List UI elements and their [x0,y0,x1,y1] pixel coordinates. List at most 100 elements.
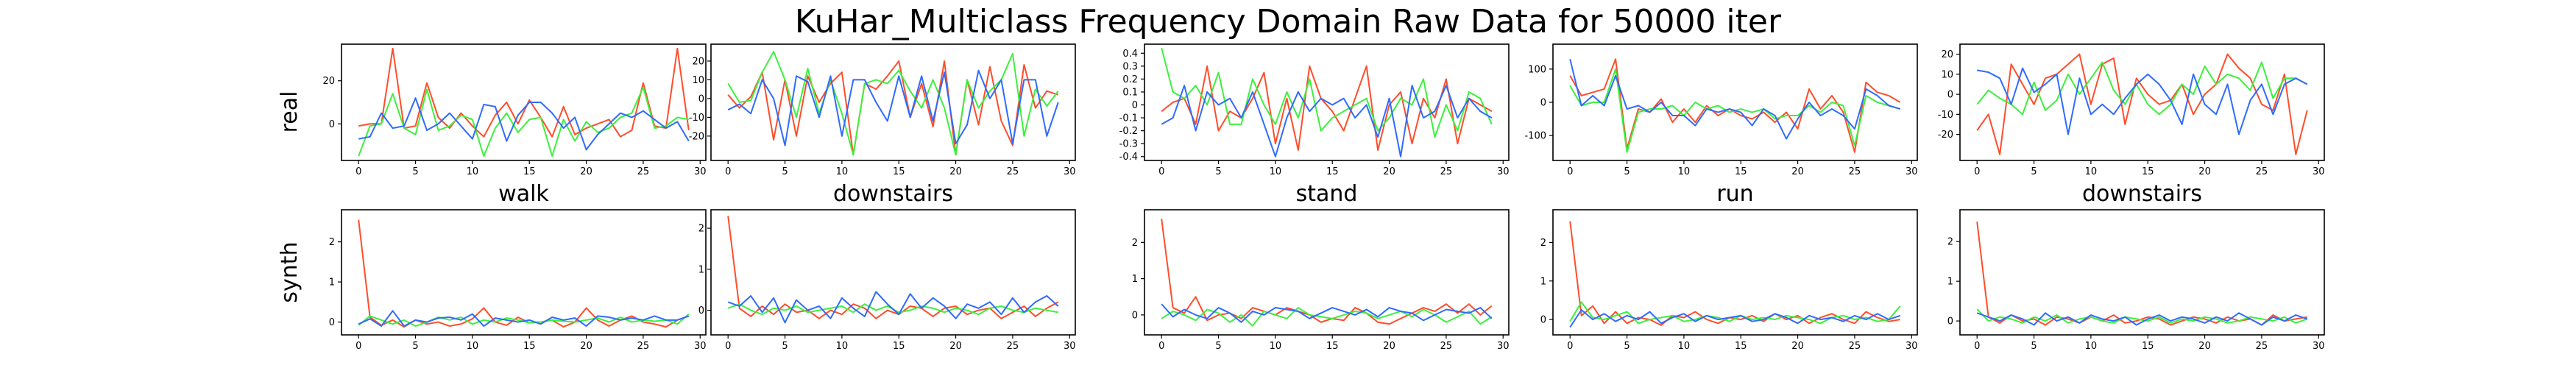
x-tick-label: 5 [412,166,418,177]
x-tick-label: 0 [1158,341,1164,352]
x-tick-label: 5 [1624,341,1630,352]
x-tick-label: 15 [2142,166,2154,177]
x-tick-label: 30 [1497,341,1510,352]
y-tick-label: 2 [698,224,704,235]
x-tick-label: 10 [836,166,849,177]
x-tick-label: 10 [467,166,479,177]
subplot-real-1: 0 5 10 15 20 25 30 -20 -10 0 10 20 downstairs [689,43,1076,207]
x-tick-label: 20 [2198,341,2211,352]
x-tick-label: 0 [1974,166,1980,177]
subplot-synth-3: 0 5 10 15 20 25 30 0 1 2 [1540,209,1918,352]
x-tick-label: 15 [1735,341,1747,352]
series-line-synth-4-0 [1976,222,2307,326]
x-tick-label: 30 [1064,166,1076,177]
x-tick-label: 25 [637,166,650,177]
y-tick-label: -0.4 [1119,152,1138,163]
y-tick-label: 0 [1540,315,1546,326]
series-line-real-0-1 [358,86,689,158]
x-tick-label: 0 [1974,341,1980,352]
x-tick-label: 25 [2256,166,2268,177]
axes-frame [341,43,707,161]
y-tick-label: 0.2 [1122,74,1138,85]
x-tick-label: 5 [782,166,788,177]
y-tick-label: 0 [329,317,335,328]
y-tick-label: 20 [1941,49,1953,60]
x-tick-label: 5 [412,341,418,352]
y-tick-label: 20 [322,76,335,87]
y-tick-label: 0 [1947,316,1953,328]
axes-frame [1959,43,2325,161]
x-tick-label: 0 [725,166,731,177]
x-tick-label: 10 [1678,341,1691,352]
y-tick-label: 0.4 [1122,49,1138,60]
x-tick-label: 15 [1326,166,1339,177]
subplot-real-3: 0 5 10 15 20 25 30 -100 0 100 run [1524,43,1918,207]
series-line-synth-0-0 [358,219,690,328]
subplot-title: stand [1296,181,1358,207]
y-tick-label: 100 [1528,64,1546,75]
series-line-synth-1-0 [727,216,1059,319]
subplot-real-2: 0 5 10 15 20 25 30 -0.4 -0.3 -0.2 -0.1 0 0.1 0.2 0.30.… [1119,43,1510,207]
x-tick-label: 15 [2142,341,2154,352]
x-tick-label: 30 [1497,166,1510,177]
x-tick-label: 25 [2256,341,2268,352]
y-tick-label: 0 [698,305,704,316]
y-tick-label: -100 [1524,131,1546,142]
row-label-synth: synth [277,241,302,302]
y-tick-label: 1 [698,264,704,275]
y-tick-label: -0.2 [1119,126,1138,137]
x-tick-label: 0 [1567,166,1573,177]
x-tick-label: 20 [949,166,962,177]
series-line-real-4-0 [1976,53,2308,155]
subplot-title: downstairs [833,181,953,207]
y-tick-label: 0 [329,119,335,130]
x-tick-label: 5 [1215,166,1221,177]
x-tick-label: 30 [694,166,707,177]
x-tick-label: 0 [355,166,361,177]
x-tick-label: 20 [580,166,592,177]
series-line-synth-3-2 [1569,309,1901,328]
x-tick-label: 20 [1791,166,1804,177]
y-tick-label: 0 [1132,310,1138,321]
series-line-synth-3-1 [1569,301,1901,325]
series-line-synth-1-2 [727,291,1059,324]
subplot-title: run [1716,181,1753,207]
x-tick-label: 10 [1270,166,1282,177]
x-tick-label: 10 [467,341,479,352]
x-tick-label: 25 [1007,166,1019,177]
y-tick-label: 1 [1947,277,1953,288]
y-tick-label: -10 [1938,110,1953,121]
y-tick-label: -20 [1938,130,1953,141]
x-tick-label: 20 [1383,166,1395,177]
x-tick-label: 20 [580,341,592,352]
x-tick-label: 25 [1440,341,1453,352]
series-line-real-3-0 [1569,58,1901,153]
x-tick-label: 20 [1383,341,1395,352]
axes-frame [1959,209,2325,336]
axes-frame [710,43,1076,161]
y-tick-label: 2 [1540,238,1546,249]
x-tick-label: 15 [1735,166,1747,177]
x-tick-label: 10 [2085,166,2098,177]
x-tick-label: 0 [1567,341,1573,352]
series-line-real-1-0 [727,60,1059,156]
x-tick-label: 10 [836,341,849,352]
y-tick-label: 20 [692,56,704,67]
subplot-real-0: 0 5 10 15 20 25 30 0 20 walk [322,43,707,207]
y-tick-label: -20 [689,131,704,142]
series-line-synth-2-0 [1161,219,1493,325]
y-tick-label: -10 [689,113,704,124]
series-line-synth-4-1 [1976,308,2308,324]
axes-frame [1144,209,1510,336]
x-tick-label: 5 [1624,166,1630,177]
series-line-synth-4-2 [1976,312,2308,326]
subplot-synth-4: 0 5 10 15 20 25 30 0 1 2 [1947,209,2325,352]
y-tick-label: 2 [1947,237,1953,248]
x-tick-label: 25 [637,341,650,352]
x-tick-label: 10 [1678,166,1691,177]
y-tick-label: 2 [329,237,335,248]
series-line-real-4-2 [1977,67,2308,135]
y-tick-label: 1 [329,277,335,289]
row-label-real: real [277,91,302,133]
